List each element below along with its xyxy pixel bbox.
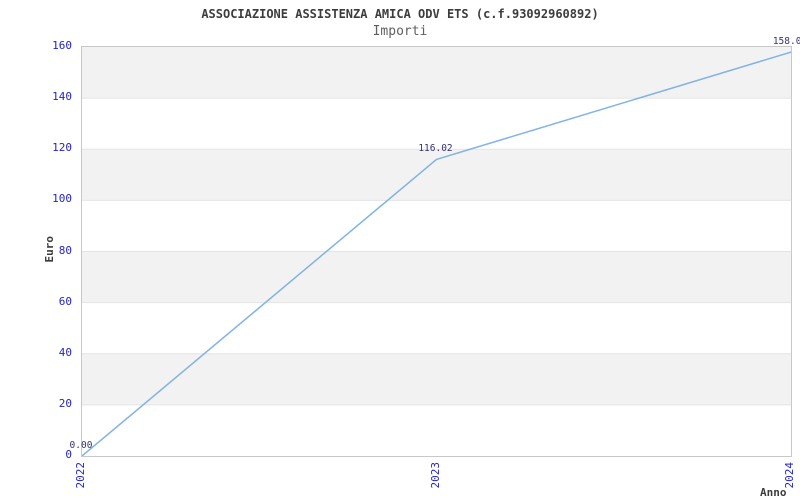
data-point-label: 116.02 <box>418 143 453 155</box>
y-tick-label: 40 <box>58 345 72 359</box>
y-tick-label: 0 <box>65 448 72 461</box>
y-tick-label: 100 <box>52 192 72 206</box>
plot-area <box>81 46 792 457</box>
x-tick-label: 2024 <box>783 462 796 489</box>
y-tick-label: 120 <box>52 141 72 155</box>
chart-subtitle: Importi <box>372 24 428 39</box>
y-tick-label: 20 <box>58 396 72 410</box>
y-tick-label: 60 <box>58 294 72 308</box>
series-line <box>82 51 791 456</box>
line-chart-canvas <box>82 47 791 456</box>
x-tick-label: 2023 <box>428 462 442 489</box>
x-axis-label: Anno <box>760 486 787 499</box>
y-tick-label: 80 <box>58 243 72 257</box>
y-tick-label: 160 <box>52 39 72 52</box>
y-tick-label: 140 <box>52 90 72 104</box>
chart-title: ASSOCIAZIONE ASSISTENZA AMICA ODV ETS (c… <box>201 7 599 21</box>
x-tick-label: 2022 <box>74 462 87 489</box>
data-point-label: 0.00 <box>69 440 93 451</box>
gridlines <box>82 97 791 406</box>
data-point-label: 158.00 <box>772 36 800 48</box>
background-bands <box>82 47 791 456</box>
